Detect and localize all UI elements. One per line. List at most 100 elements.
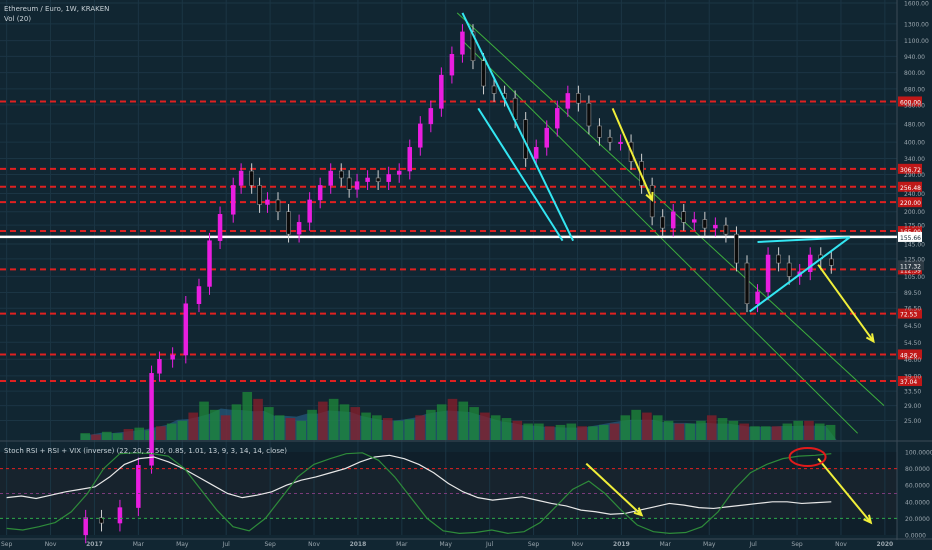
candle-body	[265, 199, 270, 205]
price-tick-label: 89.50	[904, 290, 921, 297]
yellow-arrow-osc-2	[817, 458, 872, 524]
symbol-title: Ethereum / Euro, 1W, KRAKEN	[4, 5, 110, 13]
candle-body	[238, 170, 244, 186]
level-tag	[898, 308, 922, 319]
volume-bar	[210, 409, 220, 440]
candle-body	[257, 185, 262, 205]
time-tick-label: Sep	[791, 541, 803, 548]
volume-bar	[242, 392, 253, 440]
level-label: 37.04	[900, 379, 917, 386]
volume-bar	[469, 407, 479, 440]
volume-bar	[112, 433, 123, 440]
volume-bar	[426, 409, 436, 440]
candle-body	[470, 31, 476, 62]
time-tick-label: Mar	[133, 541, 145, 548]
candle-body	[328, 170, 333, 186]
volume-bar	[577, 426, 587, 440]
volume-bar	[544, 426, 555, 440]
volume-bar	[415, 415, 425, 440]
candle-body	[744, 262, 750, 304]
time-tick-label: Sep	[528, 541, 540, 548]
volume-bar	[285, 418, 296, 440]
candle-body	[365, 177, 370, 182]
volume-bar	[760, 426, 771, 440]
candle-body	[723, 224, 729, 235]
candle-body	[99, 517, 104, 524]
volume-bar	[166, 423, 177, 440]
yellow-arrow-2019	[817, 264, 875, 342]
time-tick-label: May	[176, 541, 189, 548]
candle-body	[565, 93, 571, 109]
candle-body	[481, 60, 486, 87]
time-tick-label: Jul	[485, 541, 494, 548]
volume-bar	[307, 409, 317, 440]
time-tick-label: Sep	[264, 541, 276, 548]
oscillator-tick-label: 0.0000	[905, 533, 926, 540]
candle-body	[439, 74, 444, 109]
candle-body	[418, 123, 423, 148]
volume-bar	[750, 426, 760, 440]
volume-bar	[134, 427, 145, 440]
volume-bar	[631, 409, 641, 440]
indicator-label: Stoch RSI + RSI + VIX (inverse) (22, 20,…	[4, 447, 287, 455]
time-tick-label: Nov	[308, 541, 320, 548]
volume-bar	[318, 401, 328, 440]
yellow-arrow-2018-head	[645, 191, 654, 203]
price-tick-label: 480.00	[904, 121, 925, 128]
candle-body	[338, 170, 344, 179]
volume-bar	[231, 404, 242, 440]
candle-body	[157, 359, 162, 374]
volume-bar	[264, 407, 274, 440]
price-tick-label: 105.00	[904, 274, 925, 281]
oscillator-series-rsi	[6, 454, 832, 515]
time-tick-label: Jul	[222, 541, 231, 548]
current-level-tag	[898, 231, 922, 242]
yellow-arrow-osc-1-head	[633, 507, 644, 517]
candle-body	[533, 147, 539, 159]
volume-bar	[696, 420, 706, 440]
wedge-line-lower	[477, 107, 564, 242]
candle-body	[386, 174, 391, 182]
volume-bar	[771, 426, 782, 440]
candle-body	[681, 211, 687, 223]
yellow-arrow-osc-2-head	[863, 514, 873, 525]
current-level-label: 155.66	[900, 235, 921, 242]
level-label: 256.48	[900, 185, 921, 192]
candle-body	[586, 102, 592, 127]
volume-bar	[609, 423, 620, 440]
candle-body	[660, 216, 665, 229]
last-price-tag	[898, 260, 924, 271]
volume-bar	[512, 420, 523, 440]
price-tick-label: 400.00	[904, 140, 925, 147]
time-tick-label: Mar	[396, 541, 408, 548]
candle-body	[607, 137, 613, 143]
channel-upper-line	[456, 12, 885, 406]
candle-body	[217, 214, 223, 241]
volume-label: Vol (20)	[4, 15, 32, 23]
price-tick-label: 940.00	[904, 54, 925, 61]
volume-bar	[199, 401, 209, 440]
candle-body	[249, 170, 254, 186]
time-tick-label: May	[440, 541, 453, 548]
price-tick-label: 145.00	[904, 242, 925, 249]
candle-body	[776, 254, 781, 264]
volume-bar	[220, 415, 231, 440]
candle-body	[230, 185, 236, 215]
volume-bar	[728, 420, 739, 440]
level-tag	[898, 349, 922, 360]
volume-bar	[458, 401, 469, 440]
price-tick-label: 680.00	[904, 86, 925, 93]
time-tick-label: Nov	[835, 541, 847, 548]
oscillator-tick-label: 20.0000	[905, 516, 930, 523]
time-tick-label: Jul	[749, 541, 758, 548]
volume-bar	[447, 398, 458, 440]
candle-body	[765, 254, 771, 293]
volume-bar	[350, 407, 361, 440]
volume-bar	[706, 415, 717, 440]
time-tick-label: 2020	[877, 541, 894, 548]
level-tag	[898, 376, 922, 387]
candle-body	[183, 303, 189, 356]
volume-bar	[555, 424, 566, 440]
